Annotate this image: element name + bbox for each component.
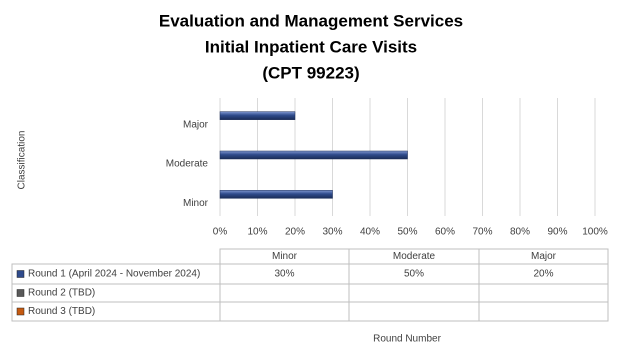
table-cell (219, 283, 350, 303)
x-tick-label: 40% (360, 227, 380, 238)
legend-label: Round 1 (April 2024 - November 2024) (28, 269, 200, 280)
table-cell (478, 301, 609, 322)
x-tick-label: 10% (247, 227, 267, 238)
table-cell (348, 283, 480, 303)
x-tick-label: 90% (547, 227, 567, 238)
table-header: Moderate (393, 251, 436, 262)
bar (219, 150, 408, 160)
data-label: 50% (404, 269, 424, 280)
table-header: Major (531, 251, 557, 262)
legend-key (16, 307, 25, 316)
y-tick-label: Moderate (166, 159, 209, 170)
legend-key (16, 270, 25, 278)
data-label: 20% (533, 269, 553, 280)
x-tick-label: 60% (435, 227, 455, 238)
chart-title: (CPT 99223) (262, 63, 359, 82)
chart-title: Initial Inpatient Care Visits (205, 37, 417, 56)
legend-key (16, 289, 25, 297)
table-header: Minor (272, 251, 298, 262)
x-axis-label: Round Number (373, 334, 441, 345)
y-axis-label: Classification (17, 131, 28, 190)
table-cell (219, 301, 350, 322)
legend-label: Round 2 (TBD) (28, 288, 95, 299)
legend-label: Round 3 (TBD) (28, 306, 95, 317)
x-tick-label: 80% (510, 227, 530, 238)
bar (219, 190, 333, 199)
y-tick-label: Minor (183, 198, 209, 209)
data-label: 30% (274, 269, 294, 280)
x-tick-label: 0% (213, 227, 228, 238)
x-tick-label: 70% (472, 227, 492, 238)
bar (219, 111, 296, 120)
table-cell (478, 283, 609, 303)
chart-title: Evaluation and Management Services (159, 11, 463, 30)
x-tick-label: 100% (582, 227, 608, 238)
table-cell (348, 301, 480, 322)
x-tick-label: 50% (397, 227, 417, 238)
y-tick-label: Major (183, 119, 209, 130)
x-tick-label: 20% (285, 227, 305, 238)
x-tick-label: 30% (322, 227, 342, 238)
